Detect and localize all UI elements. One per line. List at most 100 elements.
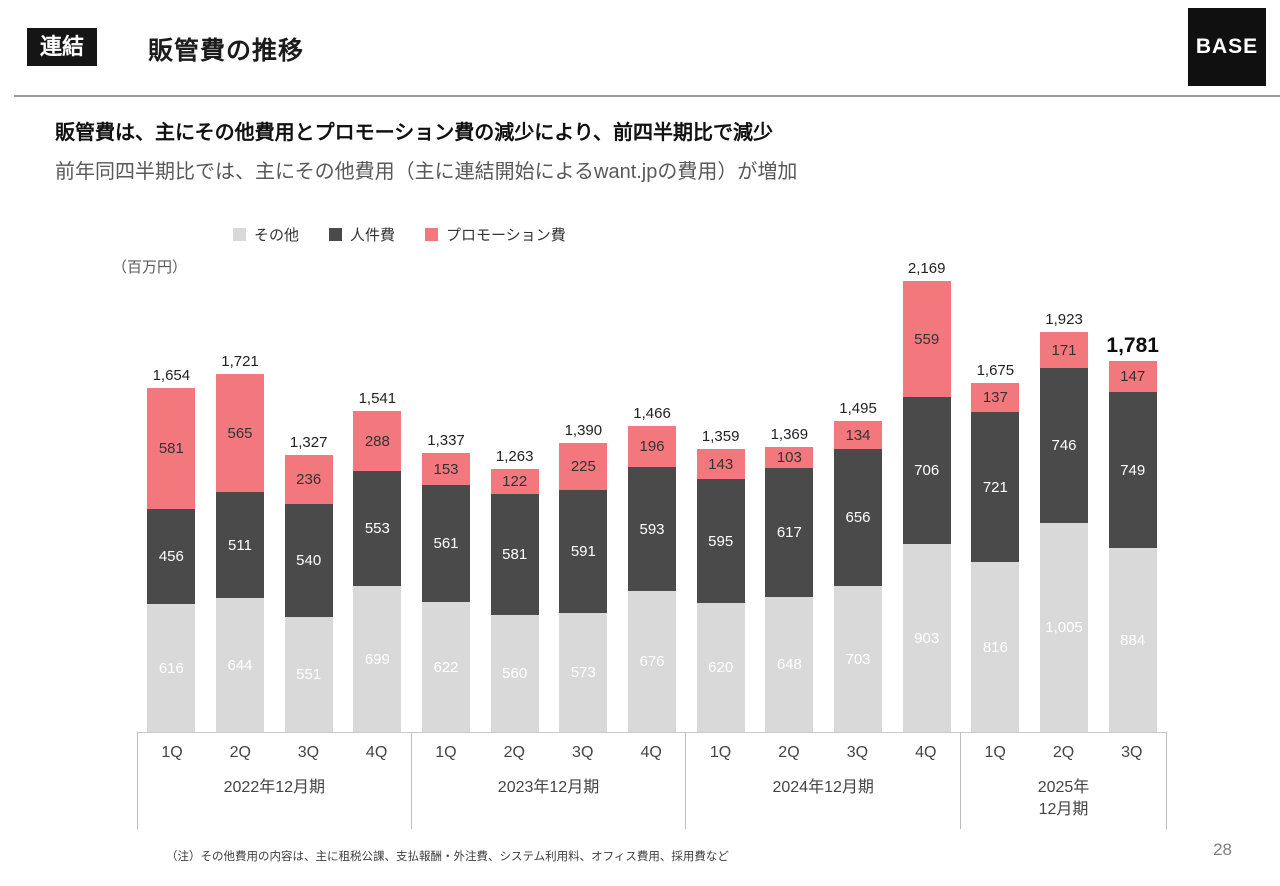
bar-segment-sonota: 648 bbox=[765, 597, 814, 732]
bar-segment-sonota: 573 bbox=[559, 613, 608, 732]
stacked-bar: 134 656 703 bbox=[834, 421, 883, 732]
group-bars: 1,675 137 721 816 1,923 171 746 1,005 1,781 147 74… bbox=[961, 260, 1167, 732]
quarter-label-row: 1Q 2Q 3Q 4Q bbox=[412, 733, 686, 773]
quarter-label-row: 1Q 2Q 3Q bbox=[961, 733, 1166, 773]
legend-marker-sonota bbox=[233, 228, 246, 241]
bar-total-label: 2,169 bbox=[907, 260, 946, 277]
axis-quarter-label: 2Q bbox=[778, 744, 800, 761]
bar-segment-jinkenhi: 540 bbox=[284, 504, 333, 617]
headline-block: 販管費は、主にその他費用とプロモーション費の減少により、前四半期比で減少 前年同… bbox=[55, 116, 797, 184]
bar-segment-promo: 147 bbox=[1108, 361, 1157, 392]
axis-year-label: 2022年12月期 bbox=[223, 779, 326, 796]
bar-segment-promo: 171 bbox=[1040, 332, 1089, 368]
axis-quarter-label: 1Q bbox=[709, 744, 732, 761]
bar-column: 1,923 171 746 1,005 bbox=[1030, 260, 1099, 732]
bar-segment-jinkenhi: 721 bbox=[971, 412, 1020, 562]
bar-segment-promo: 225 bbox=[559, 443, 608, 490]
bar-total-label: 1,721 bbox=[221, 353, 259, 370]
bar-segment-jinkenhi: 749 bbox=[1108, 392, 1157, 548]
bar-column: 2,169 559 706 903 bbox=[892, 260, 961, 732]
bar-total-label: 1,923 bbox=[1045, 311, 1083, 328]
bar-column: 1,327 236 540 551 bbox=[274, 260, 343, 732]
group-bars: 1,359 143 595 620 1,369 103 617 648 1,495 134 656 7… bbox=[686, 260, 961, 732]
bar-total-label: 1,541 bbox=[358, 390, 397, 407]
bar-total-label: 1,327 bbox=[289, 434, 328, 451]
report-scope-badge: 連結 bbox=[27, 28, 98, 67]
bar-segment-promo: 103 bbox=[765, 447, 814, 468]
bar-segment-promo: 137 bbox=[971, 383, 1020, 412]
group-bars: 1,337 153 561 622 1,263 122 581 560 1,390 225 591 5… bbox=[412, 260, 687, 732]
axis-quarter-label: 1Q bbox=[435, 744, 457, 761]
bar-segment-jinkenhi: 706 bbox=[902, 397, 951, 544]
bar-segment-sonota: 903 bbox=[902, 544, 951, 732]
bar-segment-sonota: 644 bbox=[216, 598, 264, 732]
axis-quarter-label: 4Q bbox=[640, 744, 662, 761]
bar-segment-promo: 236 bbox=[284, 455, 333, 504]
legend-label-jinkenhi: 人件費 bbox=[350, 227, 396, 244]
bar-segment-promo: 196 bbox=[628, 426, 677, 467]
headline-sub: 前年同四半期比では、主にその他費用（主に連結開始によるwant.jpの費用）が増… bbox=[55, 161, 798, 183]
bar-total-label: 1,263 bbox=[495, 448, 534, 465]
bar-segment-sonota: 622 bbox=[422, 602, 470, 732]
page-number: 28 bbox=[1213, 840, 1232, 859]
stacked-bar: 581 456 616 bbox=[147, 388, 196, 732]
group-bars: 1,654 581 456 616 1,721 565 511 644 1,327 236 540 5… bbox=[137, 260, 412, 732]
header-divider bbox=[14, 95, 1280, 97]
chart-group: 1,337 153 561 622 1,263 122 581 560 1,390 225 591 5… bbox=[411, 260, 687, 829]
axis-quarter-label: 4Q bbox=[365, 744, 388, 761]
bar-column: 1,721 565 511 644 bbox=[206, 260, 275, 732]
bar-segment-promo: 288 bbox=[353, 411, 402, 471]
bar-column: 1,466 196 593 676 bbox=[618, 260, 687, 732]
headline-main: 販管費は、主にその他費用とプロモーション費の減少により、前四半期比で減少 bbox=[55, 122, 773, 144]
bar-segment-sonota: 551 bbox=[284, 617, 333, 732]
base-logo: BASE bbox=[1188, 8, 1266, 86]
axis-quarter-label: 1Q bbox=[161, 744, 183, 761]
bar-segment-jinkenhi: 511 bbox=[216, 492, 264, 598]
bar-segment-jinkenhi: 456 bbox=[147, 509, 196, 604]
bar-column: 1,654 581 456 616 bbox=[137, 260, 206, 732]
bar-segment-promo: 153 bbox=[422, 453, 470, 485]
legend-item-sonota: その他 bbox=[233, 224, 299, 245]
bar-column: 1,675 137 721 816 bbox=[961, 260, 1030, 732]
bar-column: 1,263 122 581 560 bbox=[480, 260, 549, 732]
stacked-bar: 171 746 1,005 bbox=[1040, 332, 1089, 732]
stacked-bar: 196 593 676 bbox=[628, 426, 677, 732]
page-title: 販管費の推移 bbox=[148, 37, 305, 65]
bar-total-label: 1,495 bbox=[839, 400, 877, 417]
axis-quarter-label: 3Q bbox=[846, 744, 869, 761]
bar-column: 1,390 225 591 573 bbox=[549, 260, 618, 732]
chart-legend: その他 人件費 プロモーション費 bbox=[233, 224, 566, 245]
bar-segment-sonota: 816 bbox=[971, 562, 1020, 732]
bar-column: 1,359 143 595 620 bbox=[686, 260, 755, 732]
stacked-bar: 236 540 551 bbox=[284, 455, 333, 732]
bar-segment-jinkenhi: 595 bbox=[696, 479, 745, 603]
bar-segment-jinkenhi: 581 bbox=[490, 494, 539, 615]
footnote: （注）その他費用の内容は、主に租税公課、支払報酬・外注費、システム利用料、オフィ… bbox=[166, 851, 729, 863]
bar-total-label: 1,369 bbox=[770, 426, 809, 443]
stacked-bar: 559 706 903 bbox=[902, 281, 951, 732]
bar-segment-promo: 559 bbox=[902, 281, 951, 397]
chart-group: 1,359 143 595 620 1,369 103 617 648 1,495 134 656 7… bbox=[686, 260, 962, 829]
axis-quarter-label: 2Q bbox=[229, 744, 251, 761]
axis-quarter-label: 2Q bbox=[503, 744, 525, 761]
bar-total-label: 1,359 bbox=[701, 428, 740, 445]
axis-year-label: 2023年12月期 bbox=[497, 779, 600, 796]
bar-total-label: 1,675 bbox=[976, 362, 1015, 379]
bar-segment-promo: 122 bbox=[490, 469, 539, 494]
quarter-label-row: 1Q 2Q 3Q 4Q bbox=[686, 733, 960, 773]
bar-total-label: 1,654 bbox=[152, 367, 191, 384]
bar-segment-jinkenhi: 746 bbox=[1040, 368, 1089, 523]
bar-total-label: 1,390 bbox=[564, 422, 603, 439]
legend-item-jinkenhi: 人件費 bbox=[329, 224, 395, 245]
stacked-bar: 225 591 573 bbox=[559, 443, 608, 732]
bar-segment-sonota: 699 bbox=[353, 586, 402, 732]
stacked-bar: 103 617 648 bbox=[765, 447, 814, 732]
stacked-bar: 147 749 884 bbox=[1108, 361, 1157, 732]
bar-column: 1,781 147 749 884 bbox=[1098, 260, 1167, 732]
bar-segment-jinkenhi: 617 bbox=[765, 468, 814, 597]
sgna-stacked-bar-chart: 1,654 581 456 616 1,721 565 511 644 1,327 236 540 5… bbox=[137, 260, 1168, 829]
bar-column: 1,541 288 553 699 bbox=[343, 260, 412, 732]
stacked-bar: 137 721 816 bbox=[971, 383, 1020, 732]
legend-item-promo: プロモーション費 bbox=[425, 224, 566, 245]
